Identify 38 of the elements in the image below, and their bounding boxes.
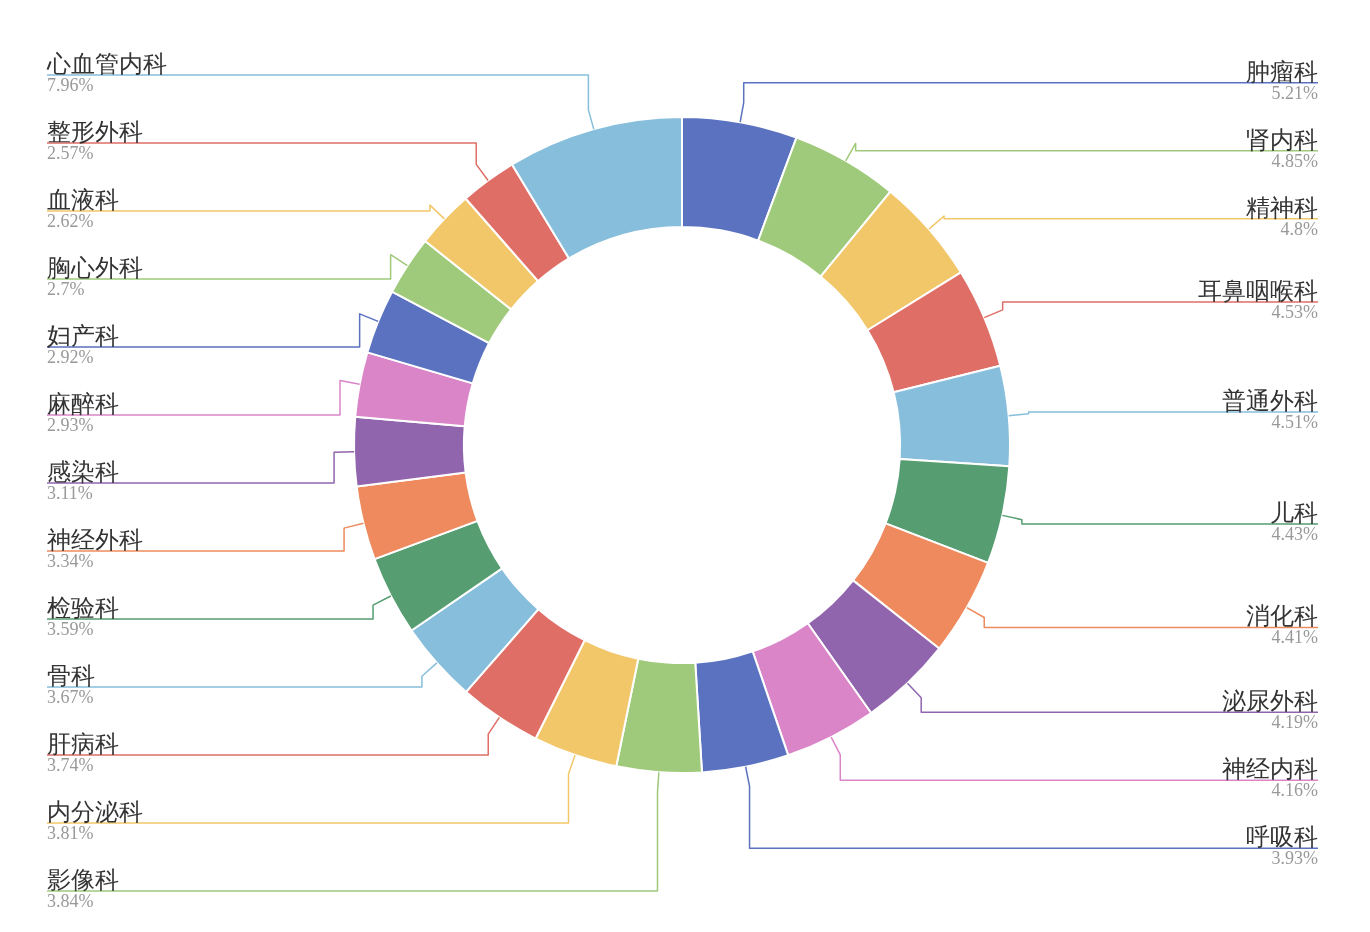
- data-label: 3.93%: [1271, 848, 1318, 869]
- data-label: 4.41%: [1271, 627, 1318, 648]
- slice-label: 儿科: [1270, 499, 1318, 526]
- data-label: 3.81%: [47, 822, 94, 843]
- slice-label: 感染科: [47, 459, 119, 485]
- slice-label: 肾内科: [1246, 126, 1318, 153]
- slice-label: 肝病科: [47, 731, 119, 757]
- data-label: 2.62%: [47, 210, 94, 231]
- data-label: 7.96%: [47, 74, 94, 95]
- data-label: 3.59%: [47, 618, 94, 639]
- slice-label: 影像科: [47, 867, 119, 893]
- data-label: 4.8%: [1280, 218, 1318, 239]
- slice-label: 神经内科: [1222, 756, 1318, 783]
- data-label: 3.67%: [47, 686, 94, 707]
- slice-label: 骨科: [47, 663, 95, 689]
- slice-label: 心血管内科: [46, 51, 167, 77]
- data-label: 2.7%: [47, 278, 85, 299]
- data-label: 4.16%: [1271, 780, 1318, 801]
- data-label: 5.21%: [1271, 82, 1318, 103]
- data-label: 3.74%: [47, 754, 94, 775]
- slice-label: 肿瘤科: [1246, 58, 1318, 85]
- data-label: 3.84%: [47, 890, 94, 911]
- slice-label: 检验科: [47, 595, 119, 621]
- slice-label: 泌尿外科: [1222, 688, 1318, 715]
- data-label: 4.43%: [1271, 523, 1318, 544]
- slice-label: 内分泌科: [47, 799, 143, 825]
- slice-label: 血液科: [47, 187, 119, 213]
- slice-label: 神经外科: [47, 527, 143, 553]
- data-label: 4.19%: [1271, 712, 1318, 733]
- slice-label: 整形外科: [47, 119, 143, 145]
- data-label: 2.93%: [47, 414, 94, 435]
- slice-label: 妇产科: [47, 323, 119, 349]
- slice-label: 麻醉科: [47, 391, 119, 417]
- slice-label: 消化科: [1246, 603, 1318, 630]
- slice-label: 胸心外科: [47, 255, 143, 281]
- slice-label: 精神科: [1246, 194, 1318, 221]
- slice-label: 呼吸科: [1246, 824, 1318, 851]
- data-label: 4.85%: [1271, 150, 1318, 171]
